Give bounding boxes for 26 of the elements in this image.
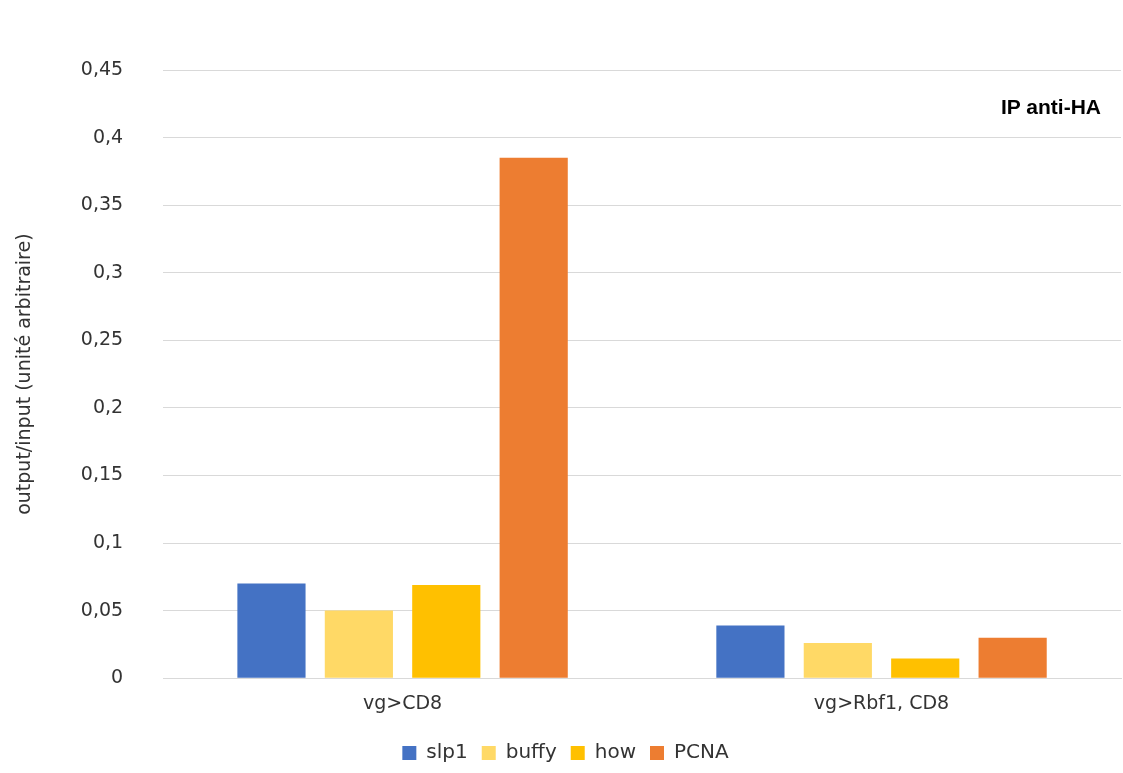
x-tick-label: vg>CD8 xyxy=(362,690,443,713)
bar xyxy=(499,157,568,678)
y-tick-label: 0,4 xyxy=(92,124,124,147)
bar xyxy=(978,637,1047,678)
y-tick-label: 0 xyxy=(111,665,124,688)
bar xyxy=(412,584,481,678)
y-tick-label: 0,25 xyxy=(80,327,124,350)
y-tick-label: 0,35 xyxy=(80,192,124,215)
y-tick-label: 0,15 xyxy=(80,462,124,485)
bar xyxy=(237,583,306,678)
y-tick-label: 0,3 xyxy=(92,259,124,282)
bar xyxy=(716,625,785,678)
annotation: IP anti-HA xyxy=(1001,94,1101,118)
y-axis-title: output/input (unité arbitraire) xyxy=(12,233,35,515)
legend-label: PCNA xyxy=(673,739,729,764)
y-tick-label: 0,05 xyxy=(80,597,124,620)
legend-label: buffy xyxy=(505,739,557,764)
y-tick-label: 0,45 xyxy=(80,56,124,79)
x-tick-label: vg>Rbf1, CD8 xyxy=(813,690,950,713)
bar xyxy=(891,658,960,678)
bar xyxy=(324,610,393,678)
bar xyxy=(803,643,872,678)
y-tick-label: 0,2 xyxy=(92,394,124,417)
y-tick-label: 0,1 xyxy=(92,529,124,552)
legend-label: slp1 xyxy=(426,739,468,764)
legend-label: how xyxy=(594,739,636,764)
